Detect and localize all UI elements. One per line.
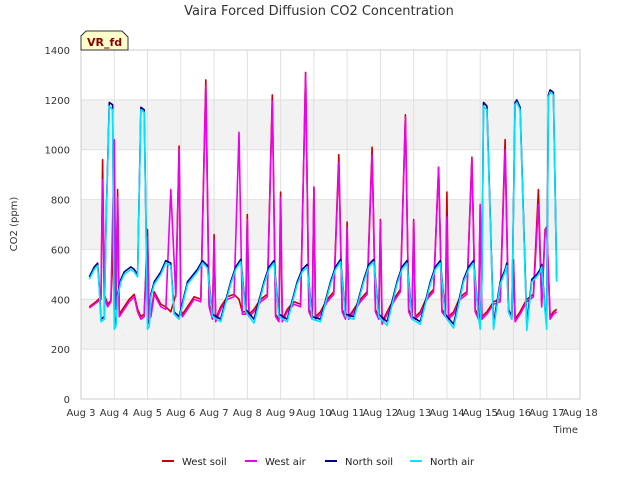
y-tick-label: 400 xyxy=(51,295,70,306)
x-tick-label: Aug 4 xyxy=(100,408,129,419)
y-axis-ticks: 0 200 400 600 800 1000 1200 1400 xyxy=(45,46,70,406)
legend-label-west-air: West air xyxy=(265,457,307,468)
series-line-west-air xyxy=(88,72,558,326)
y-tick-label: 800 xyxy=(51,196,70,207)
x-tick-label: Aug 16 xyxy=(496,408,531,419)
shaded-band-2 xyxy=(81,99,580,150)
legend-label-west-soil: West soil xyxy=(182,457,227,468)
x-tick-label: Aug 13 xyxy=(396,408,431,419)
legend-label-north-air: North air xyxy=(430,457,475,468)
y-tick-label: 1000 xyxy=(45,146,70,157)
series-layer xyxy=(88,71,558,332)
y-tick-label: 200 xyxy=(51,345,70,356)
site-label: VR_fd xyxy=(87,36,122,49)
x-tick-label: Aug 6 xyxy=(166,408,195,419)
legend-label-north-soil: North soil xyxy=(345,457,393,468)
series-line-north-air xyxy=(88,91,558,332)
site-label-tag xyxy=(80,30,129,51)
x-axis-title: Time xyxy=(553,425,578,436)
chart-title: Vaira Forced Diffusion CO2 Concentration xyxy=(184,4,454,19)
site-label-box: VR_fd xyxy=(80,30,129,51)
x-tick-label: Aug 18 xyxy=(562,408,597,419)
y-tick-label: 1400 xyxy=(45,46,70,57)
y-tick-label: 0 xyxy=(64,395,70,406)
y-tick-label: 600 xyxy=(51,245,70,256)
x-axis-ticks: Aug 3 Aug 4 Aug 5 Aug 6 Aug 7 Aug 8 Aug 9 Aug 1… xyxy=(66,408,597,419)
shaded-band-1 xyxy=(81,199,580,250)
x-tick-label: Aug 10 xyxy=(296,408,331,419)
x-tick-label: Aug 17 xyxy=(529,408,564,419)
x-tick-label: Aug 14 xyxy=(429,408,464,419)
x-tick-label: Aug 9 xyxy=(266,408,295,419)
shaded-band-0 xyxy=(81,299,580,350)
x-tick-label: Aug 15 xyxy=(462,408,497,419)
x-tick-label: Aug 12 xyxy=(363,408,398,419)
x-tick-label: Aug 11 xyxy=(329,408,364,419)
shaded-bands xyxy=(81,99,580,350)
y-axis-title: CO2 (ppm) xyxy=(9,197,20,252)
x-tick-label: Aug 3 xyxy=(66,408,95,419)
x-tick-label: Aug 8 xyxy=(233,408,262,419)
plot-area-border xyxy=(80,49,581,400)
y-tick-label: 1200 xyxy=(45,96,70,107)
x-tick-label: Aug 7 xyxy=(200,408,229,419)
legend: West soil West air North soil North air xyxy=(162,457,475,468)
x-tick-label: Aug 5 xyxy=(133,408,162,419)
